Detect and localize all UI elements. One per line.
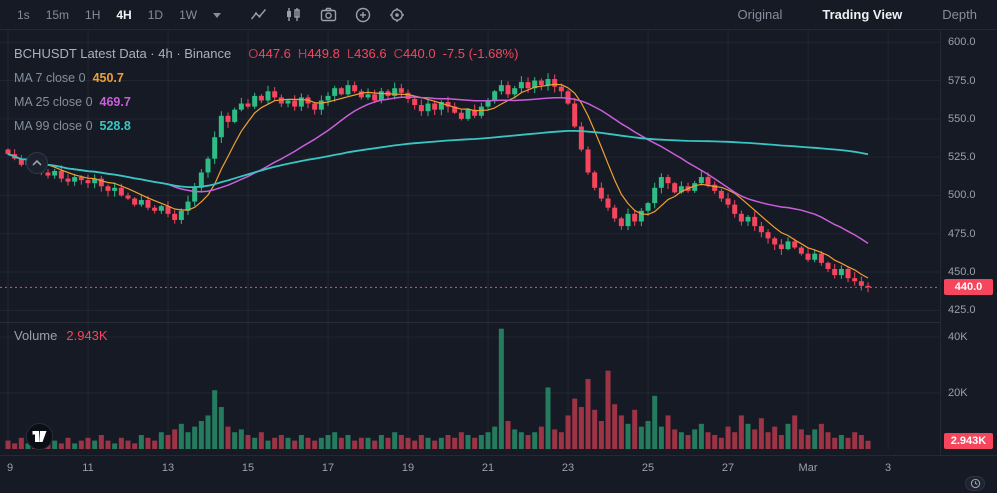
time-tick: 21: [481, 462, 495, 474]
volume-label: Volume: [14, 328, 58, 343]
add-compare-button[interactable]: [347, 5, 379, 25]
chart-settings-button[interactable]: [381, 5, 413, 25]
interval-1w[interactable]: 1W: [172, 6, 204, 24]
time-tick: 17: [321, 462, 335, 474]
interval-1h[interactable]: 1H: [78, 6, 107, 24]
time-tick: 25: [641, 462, 655, 474]
time-tick: 13: [161, 462, 175, 474]
price-tick: 425.0: [948, 304, 976, 317]
line-chart-style-button[interactable]: [242, 5, 275, 24]
axis-settings-button[interactable]: [965, 476, 985, 491]
interval-1s[interactable]: 1s: [10, 6, 37, 24]
candlestick-volume-chart[interactable]: [0, 30, 940, 455]
volume-tick: 40K: [948, 331, 968, 344]
time-tick: 23: [561, 462, 575, 474]
price-axis[interactable]: 440.0 2.943K 600.0 575.0 550.0 525.0 500.0 47…: [940, 30, 997, 455]
chart-tools: [242, 5, 413, 25]
tradingview-logo-icon: [32, 431, 47, 442]
interval-15m[interactable]: 15m: [39, 6, 76, 24]
volume-value: 2.943K: [66, 328, 108, 343]
price-tick: 525.0: [948, 151, 976, 164]
last-volume-badge: 2.943K: [944, 432, 993, 449]
interval-group: 1s 15m 1H 4H 1D 1W: [10, 6, 204, 24]
view-mode-trading-view[interactable]: Trading View: [816, 6, 908, 23]
volume-legend: Volume 2.943K: [14, 328, 108, 343]
time-tick: 15: [241, 462, 255, 474]
price-tick: 475.0: [948, 227, 976, 240]
line-chart-icon: [251, 9, 267, 20]
indicators-icon: [287, 8, 300, 21]
volume-tick: 20K: [948, 387, 968, 400]
interval-dropdown-button[interactable]: [204, 9, 230, 21]
price-tick: 550.0: [948, 112, 976, 125]
price-tick: 500.0: [948, 189, 976, 202]
time-tick: Mar: [798, 462, 818, 474]
price-tick: 575.0: [948, 74, 976, 87]
chevron-up-icon: [32, 160, 42, 166]
time-tick: 11: [82, 462, 94, 474]
caret-down-icon: [213, 12, 222, 18]
last-price-badge: 440.0: [944, 279, 993, 296]
price-tick: 450.0: [948, 266, 976, 279]
camera-icon: [320, 7, 337, 22]
view-mode-group: Original Trading View Depth: [732, 6, 983, 23]
interval-1d[interactable]: 1D: [141, 6, 170, 24]
tradingview-logo[interactable]: [26, 423, 53, 450]
view-mode-original[interactable]: Original: [732, 6, 789, 23]
time-tick: 19: [401, 462, 415, 474]
price-tick: 600.0: [948, 36, 976, 49]
time-axis[interactable]: 9 11 13 15 17 19 21 23 25 27 Mar 3: [0, 455, 997, 493]
add-circle-icon: [355, 7, 371, 22]
gear-icon: [390, 7, 405, 22]
legend-collapse-button[interactable]: [26, 152, 48, 174]
screenshot-button[interactable]: [312, 5, 345, 24]
top-toolbar: 1s 15m 1H 4H 1D 1W: [0, 0, 997, 30]
time-tick: 9: [6, 462, 14, 474]
time-tick: 27: [721, 462, 735, 474]
interval-4h[interactable]: 4H: [109, 6, 138, 24]
indicators-button[interactable]: [277, 5, 310, 24]
view-mode-depth[interactable]: Depth: [936, 6, 983, 23]
clock-settings-icon: [970, 478, 980, 489]
time-tick: 3: [884, 462, 892, 474]
